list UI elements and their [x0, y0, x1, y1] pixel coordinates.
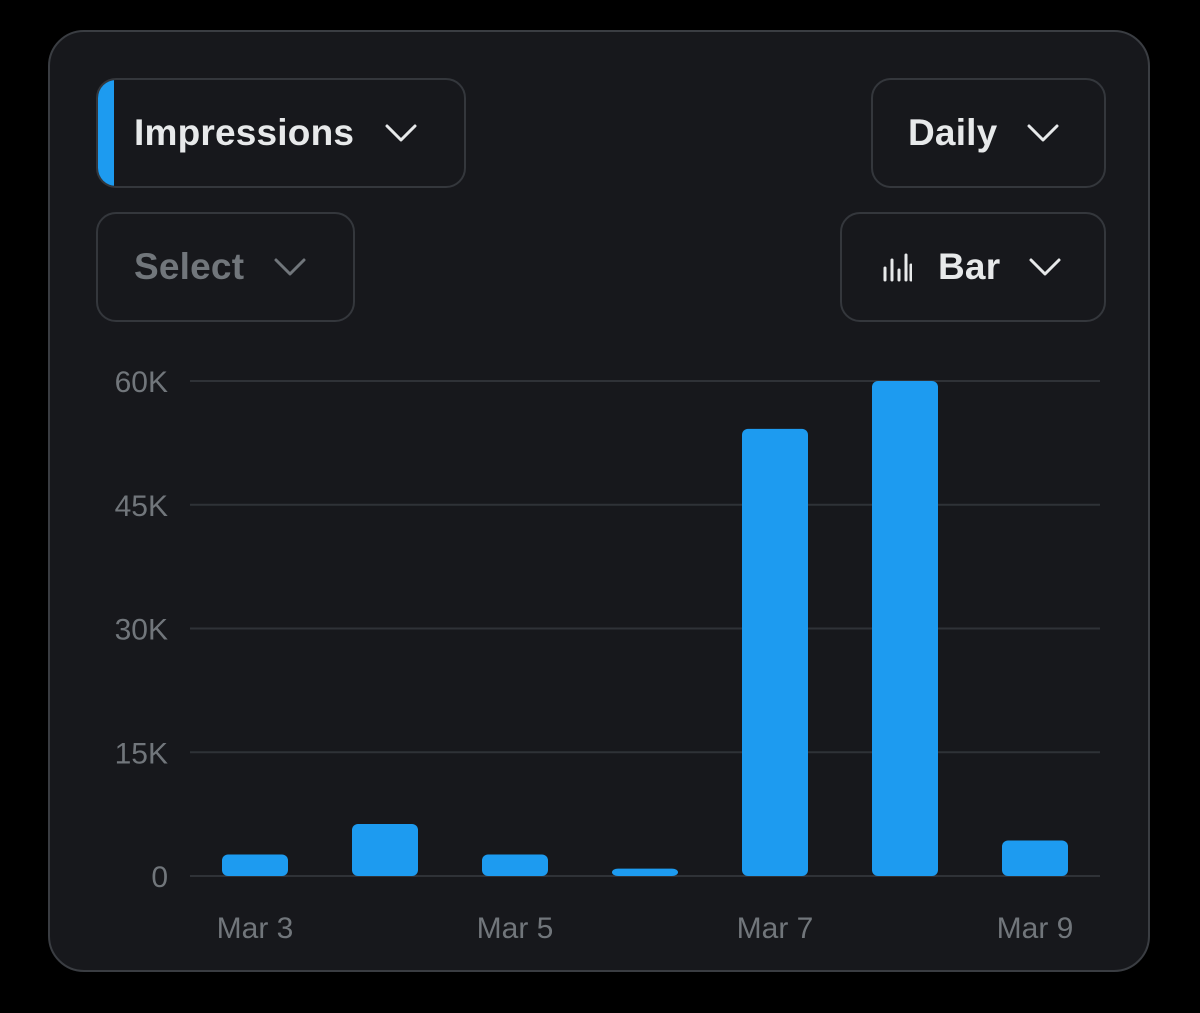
chevron-down-icon — [274, 258, 306, 276]
bar-mar-3[interactable] — [222, 854, 288, 876]
y-tick-label: 30K — [115, 614, 168, 647]
x-tick-label: Mar 9 — [997, 912, 1074, 945]
impressions-bar-chart: 0 15K 30K 45K 60K Mar 3 Mar 5 Mar 7 Mar 9 — [115, 366, 1100, 945]
chevron-down-icon — [1029, 258, 1061, 276]
metric-dropdown-label: Impressions — [134, 112, 355, 153]
x-tick-label: Mar 3 — [217, 912, 294, 945]
bar-mar-5[interactable] — [482, 854, 548, 876]
metric-accent-bar — [98, 80, 114, 186]
chart-type-dropdown[interactable]: Bar — [840, 212, 1106, 322]
x-tick-label: Mar 5 — [477, 912, 554, 945]
compare-dropdown-label: Select — [134, 246, 245, 287]
bar-mar-8[interactable] — [872, 381, 938, 876]
x-tick-label: Mar 7 — [737, 912, 814, 945]
y-tick-label: 0 — [151, 861, 168, 894]
bar-chart-icon — [883, 253, 912, 282]
compare-dropdown[interactable]: Select — [96, 212, 355, 322]
y-tick-label: 60K — [115, 366, 168, 399]
bar-mar-7[interactable] — [742, 428, 808, 876]
metric-dropdown[interactable]: Impressions — [96, 78, 466, 188]
bar-mar-4[interactable] — [352, 824, 418, 876]
bar-mar-9[interactable] — [1002, 840, 1068, 876]
bar-mar-6[interactable] — [612, 868, 678, 876]
chevron-down-icon — [1027, 124, 1059, 142]
interval-dropdown[interactable]: Daily — [871, 78, 1106, 188]
chevron-down-icon — [385, 124, 417, 142]
y-tick-label: 15K — [115, 737, 168, 770]
analytics-card: Impressions Daily Select Bar — [48, 30, 1150, 972]
chart-type-dropdown-label: Bar — [938, 246, 1001, 287]
y-tick-label: 45K — [115, 490, 168, 523]
interval-dropdown-label: Daily — [908, 112, 998, 153]
